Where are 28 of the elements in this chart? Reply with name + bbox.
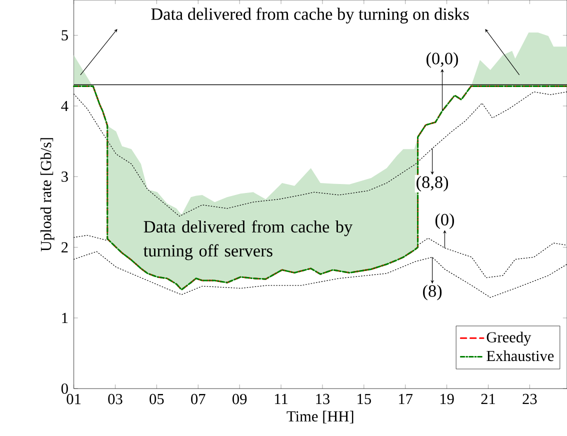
y-axis-title: Upload rate [Gb/s] bbox=[40, 138, 54, 252]
x-tick-label: 07 bbox=[191, 394, 206, 404]
x-tick-label: 11 bbox=[275, 394, 288, 404]
x-tick-label: 15 bbox=[358, 394, 371, 404]
annotation: (8,8) bbox=[416, 176, 448, 192]
y-tick-label: 4 bbox=[61, 101, 68, 112]
legend-label: Greedy bbox=[486, 332, 532, 346]
x-tick-label: 05 bbox=[150, 394, 164, 404]
x-tick-label: 17 bbox=[399, 394, 413, 404]
x-axis-title: Time [HH] bbox=[286, 410, 354, 424]
annotation: (8) bbox=[423, 284, 442, 300]
legend-label: Exhaustive bbox=[486, 350, 554, 362]
annotation: (0,0) bbox=[426, 52, 458, 68]
annotation: (0) bbox=[435, 214, 454, 230]
x-tick-label: 03 bbox=[108, 394, 122, 404]
x-tick-label: 23 bbox=[522, 394, 537, 404]
y-tick-label: 0 bbox=[61, 384, 68, 394]
y-tick-label: 5 bbox=[62, 30, 68, 41]
x-tick-label: 13 bbox=[316, 394, 330, 404]
y-tick-label: 2 bbox=[62, 242, 68, 253]
x-tick-label: 19 bbox=[440, 394, 454, 404]
y-tick-label: 3 bbox=[62, 172, 68, 182]
x-tick-label: 09 bbox=[232, 394, 247, 404]
annotation: Data delivered from cache by turning off servers bbox=[143, 220, 353, 260]
y-tick-label: 1 bbox=[62, 313, 68, 324]
x-tick-label: 21 bbox=[481, 394, 495, 404]
annotation: Data delivered from cache by turning on disks bbox=[151, 8, 469, 24]
x-tick-label: 01 bbox=[66, 394, 81, 404]
